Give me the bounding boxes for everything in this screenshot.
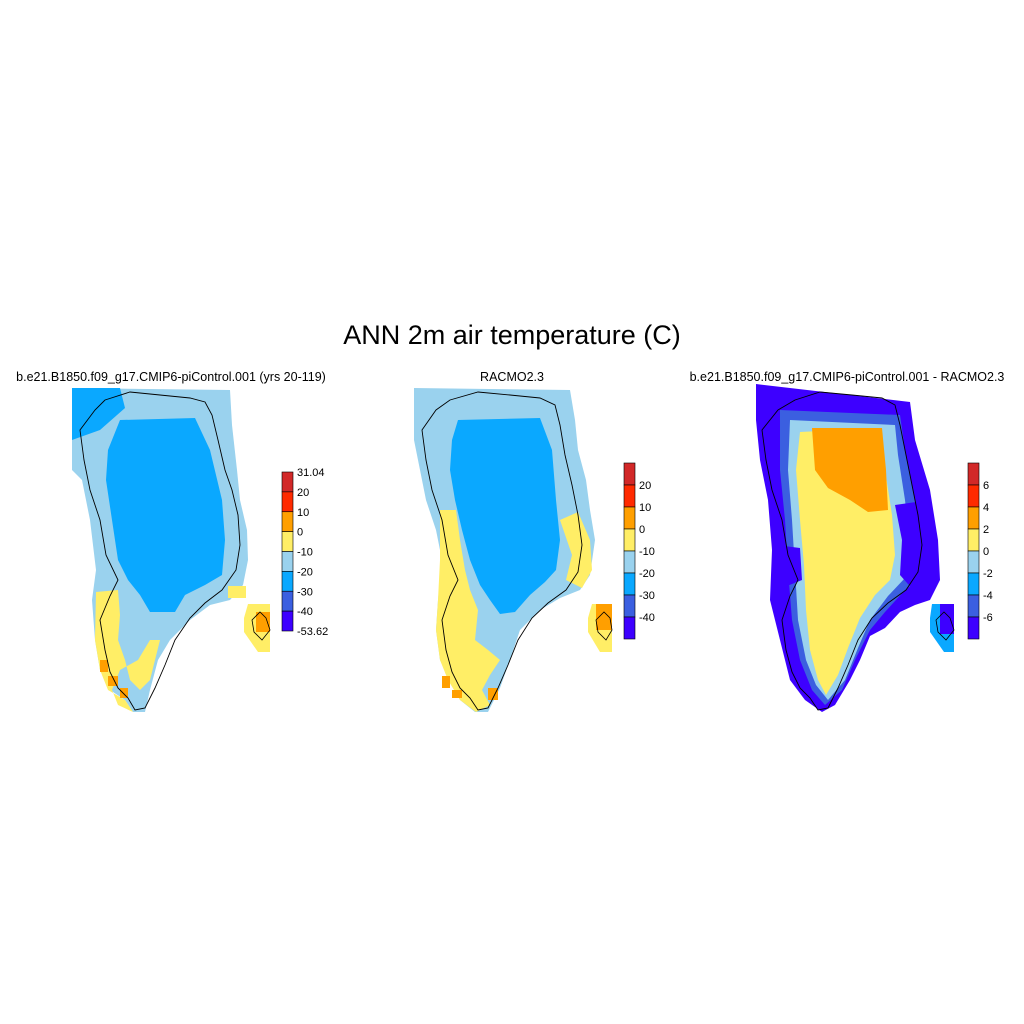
panel1-sw-warm-c — [120, 688, 128, 698]
colorbar-box — [623, 550, 636, 574]
panel3-island-outline — [935, 611, 955, 641]
panel2-east-warm — [560, 512, 592, 588]
colorbar-box — [281, 471, 294, 493]
panel3-field — [756, 384, 954, 712]
colorbar-box — [967, 572, 980, 596]
colorbar-box — [967, 528, 980, 552]
colorbar-tick-label: 20 — [297, 487, 309, 499]
colorbar-box — [281, 610, 294, 632]
colorbar-tick-label: 10 — [639, 502, 651, 514]
colorbar-tick-label: -40 — [639, 612, 655, 624]
panel2-title: RACMO2.3 — [480, 370, 544, 384]
colorbar-box — [623, 528, 636, 552]
panel1-east-strip — [228, 586, 246, 598]
colorbar-tick-label: -30 — [639, 590, 655, 602]
colorbar-tick-label: -30 — [297, 586, 313, 598]
colorbar-box — [967, 484, 980, 508]
colorbar-tick-label: -40 — [297, 606, 313, 618]
panel1-east-island-warm — [256, 612, 270, 632]
colorbar-box — [623, 594, 636, 618]
panel1-field — [72, 388, 270, 712]
panel2-sw-warm-a — [442, 676, 450, 688]
colorbar-tick-label: -2 — [983, 568, 993, 580]
colorbar-box — [623, 572, 636, 596]
colorbar-tick-label: 0 — [639, 524, 645, 536]
colorbar-tick-label: -10 — [639, 546, 655, 558]
colorbar-box — [967, 616, 980, 640]
colorbar-tick-label: -53.62 — [297, 626, 328, 638]
colorbar-tick-label: 20 — [639, 480, 651, 492]
colorbar-tick-label: -4 — [983, 590, 993, 602]
panel1-sw-warm-b — [108, 676, 118, 686]
colorbar-box — [623, 506, 636, 530]
colorbar-tick-label: 6 — [983, 480, 989, 492]
colorbar-box — [281, 531, 294, 552]
panel1-island-outline — [251, 611, 271, 641]
figure-title: ANN 2m air temperature (C) — [343, 320, 681, 350]
panel3-title: b.e21.B1850.f09_g17.CMIP6-piControl.001 … — [689, 370, 1005, 384]
colorbar-box — [281, 571, 294, 592]
panel2-east-island-warm — [596, 604, 612, 630]
panel3-west-cold — [774, 545, 802, 588]
panel1-sw-warm-a — [100, 660, 108, 672]
colorbar-box — [281, 590, 294, 612]
panel3-east-cold — [895, 500, 938, 592]
colorbar-box — [623, 616, 636, 640]
colorbar-tick-label: -6 — [983, 612, 993, 624]
panel2-coastline — [421, 391, 583, 711]
colorbar-tick-label: -20 — [297, 566, 313, 578]
colorbar-tick-label: 10 — [297, 507, 309, 519]
colorbar-box — [281, 491, 294, 513]
panel3-colorbar: 6 4 2 0 -2 -4 -6 — [967, 462, 993, 640]
colorbar-tick-label: -20 — [639, 568, 655, 580]
colorbar-tick-label: 4 — [983, 502, 989, 514]
panel3-north-orange — [812, 428, 888, 512]
colorbar-box — [623, 462, 636, 486]
panel2-sw-warm-c — [488, 688, 498, 700]
panel1-interior-cold — [106, 418, 225, 612]
panel1-title: b.e21.B1850.f09_g17.CMIP6-piControl.001 … — [16, 370, 326, 384]
panel2-field — [414, 388, 612, 712]
panel1-coastline — [79, 391, 241, 711]
panel3-east-island-dark — [940, 604, 954, 634]
colorbar-box — [967, 550, 980, 574]
panel2-sw-warm-b — [452, 690, 462, 698]
colorbar-box — [967, 594, 980, 618]
colorbar-tick-label: 0 — [983, 546, 989, 558]
panel2-interior-cold — [450, 418, 560, 614]
colorbar-box — [967, 506, 980, 530]
colorbar-box — [967, 462, 980, 486]
panel1-nw-corner — [72, 388, 125, 440]
colorbar-tick-label: -10 — [297, 547, 313, 559]
colorbar-box — [623, 484, 636, 508]
colorbar-box — [281, 511, 294, 532]
panel2-colorbar: 20 10 0 -10 -20 -30 -40 — [623, 462, 655, 640]
panel1-colorbar: 31.04 20 10 0 -10 -20 -30 -40 -53.62 — [281, 467, 328, 638]
colorbar-tick-label: 0 — [297, 527, 303, 539]
colorbar-tick-label: 2 — [983, 524, 989, 536]
panel3-coastline — [761, 391, 923, 711]
panel2-west-warm — [436, 510, 500, 712]
colorbar-box — [281, 551, 294, 572]
panel2-island-outline — [595, 611, 613, 641]
colorbar-tick-label: 31.04 — [297, 467, 325, 479]
